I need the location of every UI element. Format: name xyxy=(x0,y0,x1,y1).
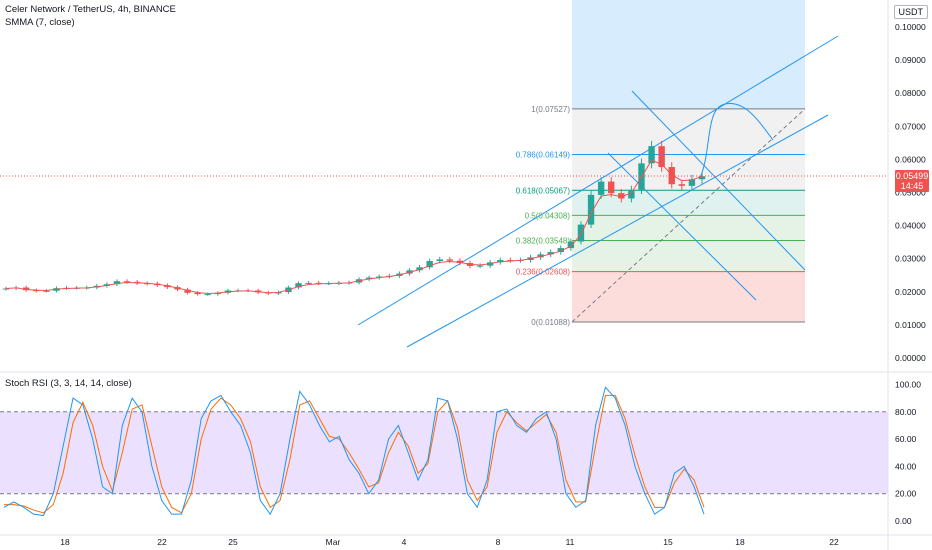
time-tick-label: Mar xyxy=(326,537,341,547)
stoch-d-line xyxy=(4,394,705,514)
bar-countdown: 14:45 xyxy=(900,181,924,191)
candle-body xyxy=(194,292,201,295)
candle-body xyxy=(618,193,625,199)
time-tick-label: 22 xyxy=(157,537,167,547)
candle-body xyxy=(648,146,655,164)
candle-body xyxy=(557,248,564,253)
price-tick-label: 0.01000 xyxy=(895,320,926,330)
descending-line-upper xyxy=(631,90,806,271)
fib-level-label: 0.5(0.04308) xyxy=(525,211,571,220)
fib-level-label: 0.382(0.03548) xyxy=(516,237,571,246)
time-tick-label: 8 xyxy=(496,537,501,547)
candle-body xyxy=(577,224,585,242)
price-tick-label: 0.09000 xyxy=(895,55,926,65)
price-tick-label: 0.08000 xyxy=(895,88,926,98)
candle-body xyxy=(43,290,50,292)
time-tick-label: 22 xyxy=(829,537,839,547)
fib-zone xyxy=(572,190,805,216)
currency-button[interactable]: USDT xyxy=(893,5,928,19)
candle-body xyxy=(2,288,10,290)
time-tick-label: 11 xyxy=(566,537,575,547)
stoch-tick-label: 40.00 xyxy=(895,461,917,471)
time-tick-label: 18 xyxy=(735,537,745,547)
candle-body xyxy=(608,181,615,194)
smma-line xyxy=(5,159,703,294)
price-tick-label: 0.03000 xyxy=(895,254,926,264)
candle-body xyxy=(476,265,484,267)
stoch-tick-label: 0.00 xyxy=(895,516,912,526)
time-tick-label: 4 xyxy=(402,537,407,547)
channel-lower-line xyxy=(406,114,829,348)
fib-level-label: 0.618(0.05067) xyxy=(516,186,571,195)
fib-zone xyxy=(572,108,805,155)
stoch-tick-label: 100.00 xyxy=(895,380,921,390)
price-tick-label: 0.06000 xyxy=(895,154,926,164)
time-tick-label: 15 xyxy=(663,537,673,547)
stoch-k-line xyxy=(3,386,705,517)
candle-body xyxy=(184,289,191,293)
candle-body xyxy=(446,259,454,261)
projection-path xyxy=(699,103,774,179)
candle-body xyxy=(547,252,554,255)
candle-body xyxy=(22,287,30,291)
candle-body xyxy=(426,261,433,268)
candle-body xyxy=(628,189,635,199)
candle-body xyxy=(597,181,605,195)
candle-body xyxy=(436,259,443,262)
stoch-tick-label: 80.00 xyxy=(895,407,917,417)
symbol-title: Celer Network / TetherUS, 4h, BINANCE xyxy=(5,4,176,15)
candle-body xyxy=(678,184,686,186)
candle-body xyxy=(204,294,211,296)
fib-trend-line xyxy=(571,108,806,323)
fib-zone xyxy=(572,215,805,241)
price-tick-label: 0.05000 xyxy=(895,188,926,198)
candle-body xyxy=(305,282,312,284)
fib-level-label: 1(0.07527) xyxy=(531,105,570,114)
fib-level-label: 0(0.01088) xyxy=(531,318,570,327)
stoch-rsi-legend: Stoch RSI (3, 3, 14, 14, close) xyxy=(5,378,132,389)
fib-extension-zone xyxy=(572,0,805,109)
candle-body xyxy=(698,176,706,180)
fib-level-label: 0.786(0.06149) xyxy=(516,150,571,159)
price-tick-label: 0.10000 xyxy=(895,22,926,32)
time-tick-label: 18 xyxy=(60,537,70,547)
smma-legend: SMMA (7, close) xyxy=(5,17,75,28)
candle-body xyxy=(587,194,595,225)
price-tick-label: 0.07000 xyxy=(895,121,926,131)
fib-zone xyxy=(572,240,805,272)
candle-body xyxy=(123,281,131,283)
candle-body xyxy=(658,146,665,168)
stoch-tick-label: 20.00 xyxy=(895,489,917,499)
descending-line-lower xyxy=(607,152,757,301)
price-tick-label: 0.04000 xyxy=(895,221,926,231)
candle-body xyxy=(113,281,121,285)
stoch-band xyxy=(0,411,888,494)
fib-zone xyxy=(572,154,805,191)
time-tick-label: 25 xyxy=(228,537,238,547)
fib-zone xyxy=(572,271,805,322)
candle-body xyxy=(567,241,575,249)
candle-body xyxy=(295,283,302,288)
last-price-tag: 0.05499 14:45 xyxy=(895,170,929,192)
channel-upper-line xyxy=(357,35,839,326)
candle-body xyxy=(688,179,696,186)
price-tick-label: 0.00000 xyxy=(895,353,926,363)
last-price-value: 0.05499 xyxy=(895,171,929,181)
price-tick-label: 0.02000 xyxy=(895,287,926,297)
candle-body xyxy=(416,267,423,271)
candle-body xyxy=(668,167,675,185)
stoch-tick-label: 60.00 xyxy=(895,434,917,444)
